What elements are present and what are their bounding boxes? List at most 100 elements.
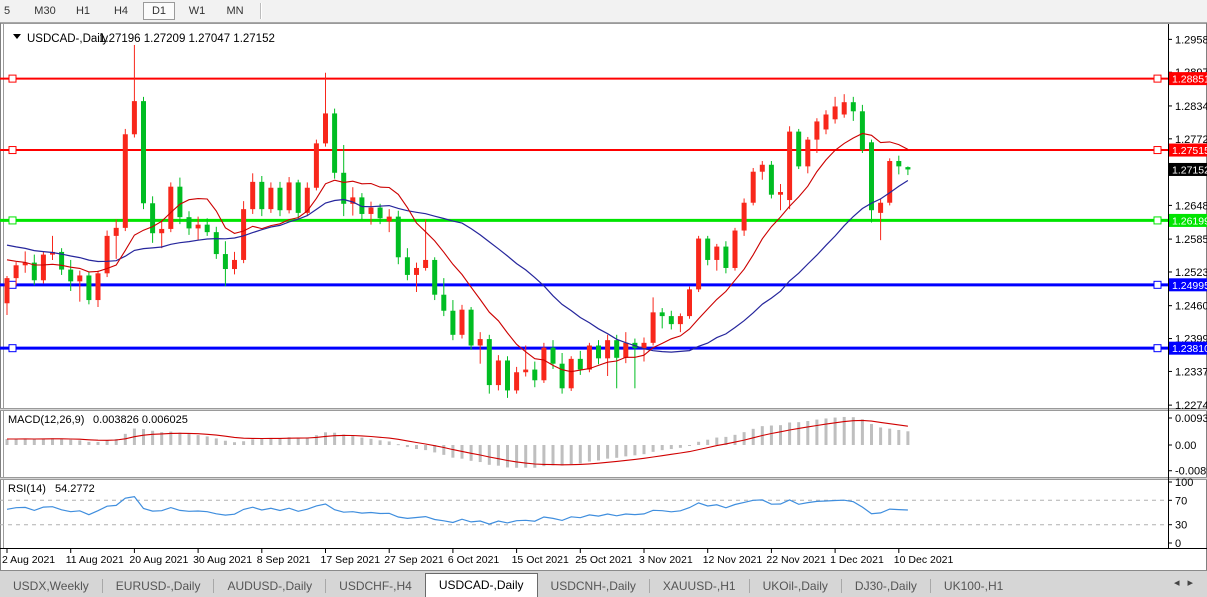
candle-body [650, 312, 656, 343]
candle-body [523, 369, 529, 373]
price-tick-label: 1.25235 [1175, 267, 1207, 279]
hline-price-tag-box [1169, 72, 1207, 86]
candle-body [505, 360, 510, 391]
macd-layer [5, 416, 910, 468]
tab-usdx-weekly[interactable]: USDX,Weekly [13, 579, 89, 593]
candle-body [878, 202, 884, 213]
date-label: 30 Aug 2021 [193, 554, 252, 566]
macd-histogram-bar [196, 435, 200, 445]
candle-body [113, 227, 119, 236]
timeframe-button-MN[interactable]: MN [226, 5, 244, 17]
candle-body [750, 171, 756, 203]
date-axis[interactable]: 2 Aug 2021 11 Aug 2021 20 Aug 2021 30 Aug 2… [2, 549, 954, 566]
tab-uk100-h1[interactable]: UK100-,H1 [943, 579, 1004, 593]
price-tick-label: 1.27725 [1175, 134, 1207, 146]
timeframe-button-H1[interactable]: H1 [75, 5, 91, 17]
macd-histogram-bar [742, 432, 746, 445]
tab-divider [748, 579, 750, 593]
hline-price-tag-text: 1.28851 [1172, 74, 1207, 86]
candle-body [705, 238, 711, 260]
macd-histogram-bar [378, 440, 382, 445]
hline-handle-right-1.26199[interactable] [1153, 216, 1162, 225]
macd-histogram-bar [178, 432, 182, 445]
timeframe-button-5[interactable]: 5 [3, 5, 11, 17]
date-label: 10 Dec 2021 [894, 554, 954, 566]
hline-handle-left-1.26199[interactable] [8, 216, 17, 225]
timeframe-button-D1[interactable]: D1 [143, 2, 175, 20]
price-tick-label: 1.22745 [1175, 400, 1207, 412]
candle-body [441, 294, 447, 311]
candle-body [323, 113, 328, 144]
hline-handle-left-1.27515[interactable] [8, 146, 17, 155]
candle-body [222, 254, 228, 270]
macd-histogram-bar [779, 425, 782, 445]
symbol-tab-bar: USDX,Weekly EURUSD-,Daily AUDUSD-,Daily USD… [0, 570, 1207, 597]
macd-histogram-bar [642, 445, 646, 455]
macd-histogram-bar [897, 429, 901, 445]
rsi-tick-label: 0 [1175, 538, 1181, 550]
collapse-triangle-icon[interactable] [13, 34, 21, 39]
macd-histogram-bar [32, 439, 36, 445]
candle-body [568, 358, 574, 389]
macd-histogram-bar [69, 439, 73, 445]
candle-body [832, 106, 838, 120]
hline-handle-left-1.24995[interactable] [8, 280, 17, 289]
tab-scroll-left-button[interactable]: ◂ [1173, 577, 1188, 589]
candle-body [905, 167, 911, 170]
hline-handle-left-1.23810[interactable] [8, 344, 17, 353]
macd-histogram-bar [506, 445, 509, 468]
candle-body [241, 209, 247, 260]
timeframe-button-H4[interactable]: H4 [113, 5, 129, 17]
candle-body [723, 246, 729, 268]
timeframe-button-M30[interactable]: M30 [34, 5, 56, 17]
hline-price-tag-text: 1.26199 [1172, 215, 1207, 227]
macd-histogram-bar [23, 438, 27, 445]
macd-histogram-bar [451, 445, 455, 458]
macd-splitter[interactable] [0, 408, 1207, 411]
candle-body [468, 309, 474, 346]
tab-audusd-daily[interactable]: AUDUSD-,Daily [227, 579, 313, 593]
date-label: 11 Aug 2021 [66, 554, 124, 566]
tab-usdcnh-daily[interactable]: USDCNH-,Daily [550, 579, 636, 593]
candle-body [814, 121, 820, 140]
candle-body [768, 164, 774, 195]
tab-dj30-daily[interactable]: DJ30-,Daily [854, 579, 917, 593]
macd-histogram-bar [151, 430, 155, 445]
moving-averages-layer [6, 132, 909, 373]
macd-histogram-bar [169, 431, 173, 445]
timeframe-button-W1[interactable]: W1 [188, 5, 206, 17]
macd-tick-label: 0.00 [1175, 440, 1196, 452]
candle-body [486, 339, 492, 386]
tab-scroll-right-button[interactable]: ▸ [1187, 577, 1201, 589]
macd-histogram-bar [160, 432, 164, 445]
macd-histogram-bar [142, 428, 145, 445]
macd-histogram-bar [824, 418, 828, 445]
candle-body [68, 269, 74, 282]
macd-histogram-bar [624, 445, 628, 457]
tab-divider [101, 579, 103, 593]
tab-ukoil-daily[interactable]: UKOil-,Daily [762, 579, 828, 593]
candle-body [286, 182, 292, 211]
tab-usdcad-daily[interactable]: USDCAD-,Daily [424, 573, 538, 597]
macd-histogram-bar [51, 438, 54, 445]
macd-histogram-bar [870, 423, 873, 445]
candle-body [668, 316, 674, 325]
hline-handle-right-1.28851[interactable] [1153, 74, 1162, 83]
hline-handle-left-1.28851[interactable] [8, 74, 17, 83]
rsi-indicator-label: RSI(14) [8, 483, 46, 495]
tab-eurusd-daily[interactable]: EURUSD-,Daily [115, 579, 201, 593]
macd-histogram-bar [433, 445, 437, 453]
rsi-splitter[interactable] [0, 477, 1207, 480]
hline-handle-right-1.24995[interactable] [1153, 280, 1162, 289]
candle-body [741, 202, 747, 231]
candle-body [477, 339, 483, 346]
tab-xauusd-h1[interactable]: XAUUSD-,H1 [662, 579, 736, 593]
macd-histogram-bar [597, 445, 600, 461]
hline-price-tag-text: 1.24995 [1172, 280, 1207, 292]
hline-handle-right-1.27515[interactable] [1153, 146, 1162, 155]
tab-usdchf-h4[interactable]: USDCHF-,H4 [339, 579, 412, 593]
candle-body [332, 113, 338, 173]
hline-handle-right-1.23810[interactable] [1153, 344, 1162, 353]
macd-histogram-bar [187, 434, 191, 445]
macd-histogram-bar [569, 445, 573, 465]
